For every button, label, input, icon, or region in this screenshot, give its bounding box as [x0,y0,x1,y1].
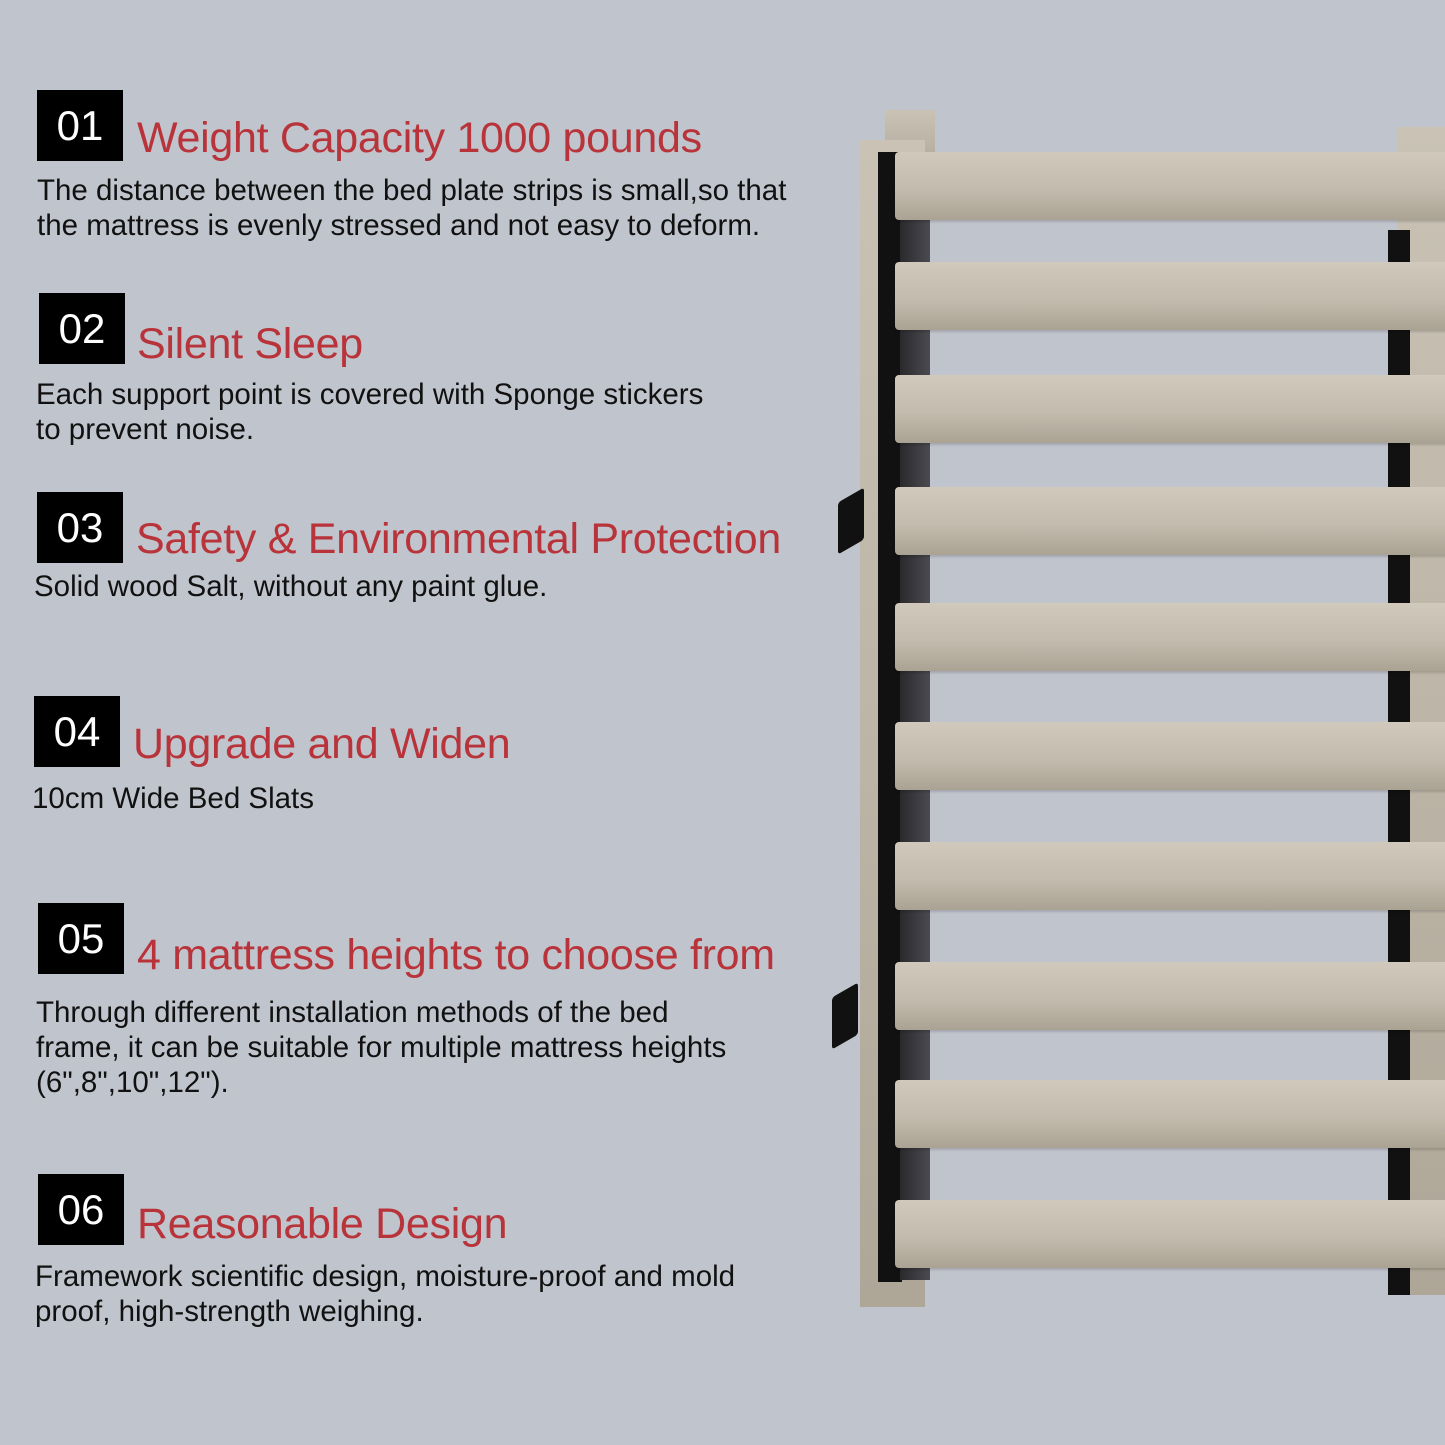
feature-description: The distance between the bed plate strip… [37,173,786,243]
description-line: frame, it can be suitable for multiple m… [36,1031,727,1064]
description-line: (6",8",10",12"). [36,1066,229,1099]
description-line: Through different installation methods o… [36,996,669,1029]
feature-title: Weight Capacity 1000 pounds [137,114,702,162]
hook-clip [832,982,858,1050]
feature-title: Safety & Environmental Protection [136,515,781,563]
number-badge: 04 [34,696,120,767]
number-badge: 06 [38,1174,124,1245]
description-line: the mattress is evenly stressed and not … [37,209,761,242]
feature-description: Each support point is covered with Spong… [36,377,703,447]
feature-description: Solid wood Salt, without any paint glue. [34,569,547,604]
slat [895,842,1445,910]
number-badge: 01 [37,90,123,161]
number-badge: 03 [37,492,123,563]
feature-description: Framework scientific design, moisture-pr… [35,1259,735,1329]
feature-title: 4 mattress heights to choose from [137,931,775,979]
slat [895,487,1445,555]
slat [895,262,1445,330]
description-line: Framework scientific design, moisture-pr… [35,1260,736,1293]
description-line: Solid wood Salt, without any paint glue. [34,570,548,603]
slat [895,1080,1445,1148]
feature-title: Reasonable Design [137,1200,508,1248]
description-line: 10cm Wide Bed Slats [32,782,315,815]
slat [895,722,1445,790]
description-line: to prevent noise. [36,413,255,446]
number-badge: 02 [39,293,125,364]
feature-title: Upgrade and Widen [133,720,511,768]
slat [895,375,1445,443]
description-line: Each support point is covered with Spong… [36,378,704,411]
number-badge: 05 [38,903,124,974]
feature-description: Through different installation methods o… [36,995,726,1100]
slat [895,152,1445,220]
feature-title: Silent Sleep [137,320,363,368]
slat [895,603,1445,671]
description-line: proof, high-strength weighing. [35,1295,424,1328]
slat [895,962,1445,1030]
slat [895,1200,1445,1268]
feature-description: 10cm Wide Bed Slats [32,781,314,816]
description-line: The distance between the bed plate strip… [37,174,787,207]
